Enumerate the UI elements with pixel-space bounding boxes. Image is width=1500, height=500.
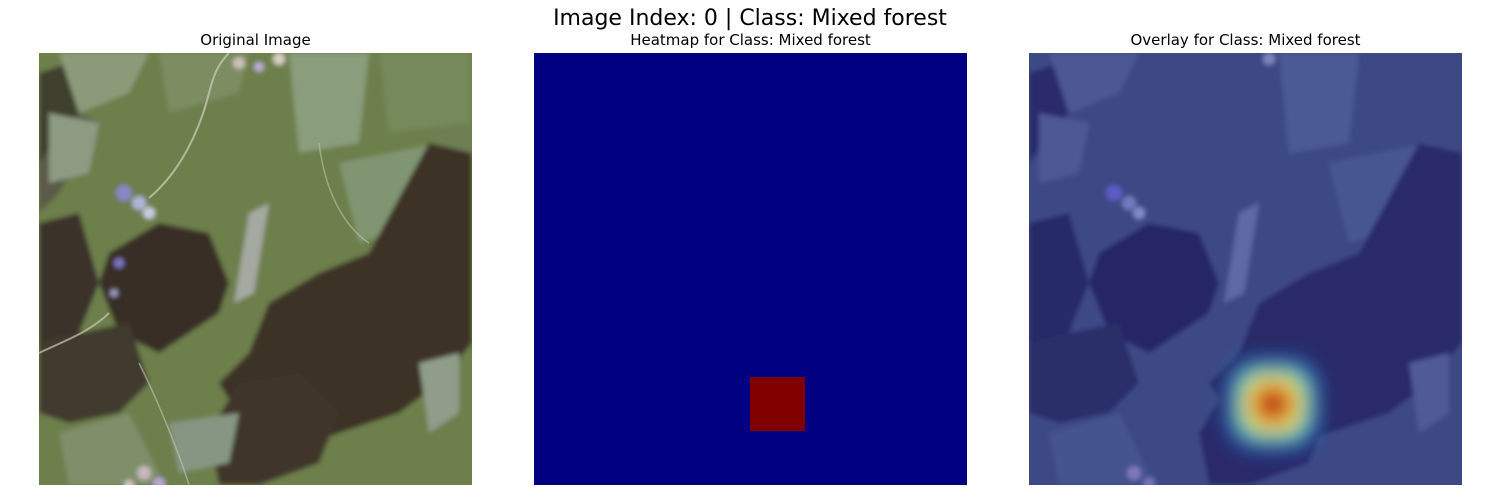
heatmap-hotspot <box>750 377 805 431</box>
figure-title: Image Index: 0 | Class: Mixed forest <box>553 6 947 31</box>
overlay-title: Overlay for Class: Mixed forest <box>1130 31 1361 49</box>
original-image-graphic <box>39 53 472 485</box>
heatmap-image <box>534 53 967 485</box>
overlay-graphic <box>1029 53 1462 485</box>
original-image-title: Original Image <box>200 31 311 49</box>
overlay-image <box>1029 53 1462 485</box>
heatmap-title: Heatmap for Class: Mixed forest <box>630 31 871 49</box>
heatmap-graphic <box>534 53 967 485</box>
original-image <box>39 53 472 485</box>
overlay-hotspot <box>1227 359 1319 449</box>
